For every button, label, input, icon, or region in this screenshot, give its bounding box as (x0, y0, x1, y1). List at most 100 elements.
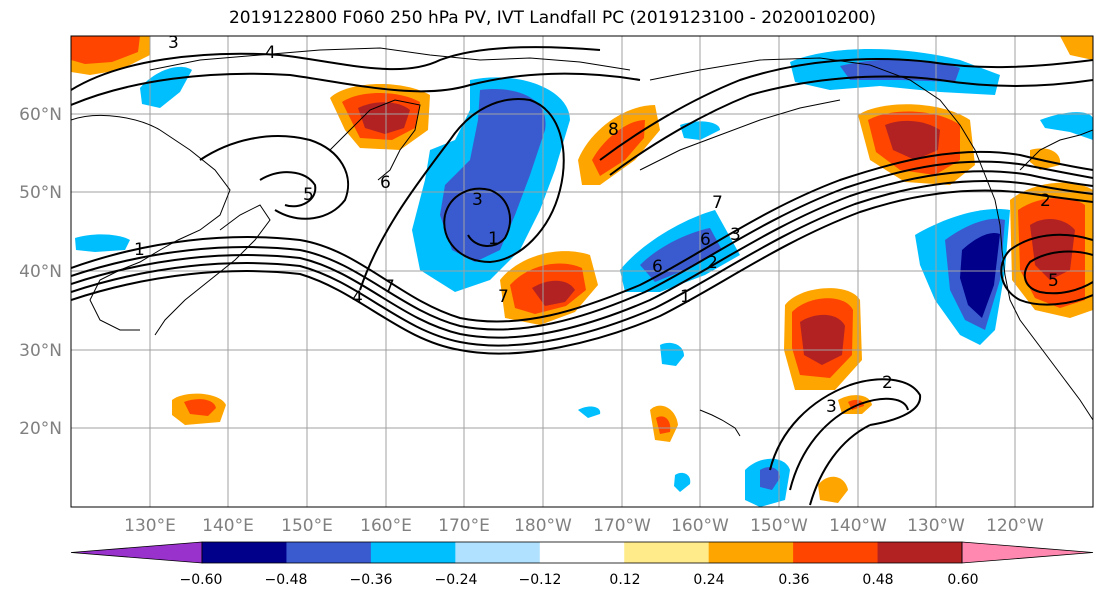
colorbar-tick-label: −0.48 (265, 572, 308, 588)
colorbar-bin (202, 542, 287, 563)
contour-labels: 3 4 6 5 1 7 4 3 1 6 7 8 7 6 2 3 1 2 3 5 … (134, 33, 1059, 417)
pv-contour-south-2 (789, 397, 909, 491)
colorbar-tick-label: 0.36 (778, 572, 809, 588)
pv-contour-south-3 (809, 424, 871, 506)
colorbar-bin (286, 542, 372, 563)
pv-contour-ridge-2 (259, 171, 317, 208)
contour-label: 6 (652, 257, 663, 277)
pv-contour-3 (71, 170, 1093, 339)
contour-label: 3 (472, 190, 483, 210)
neg-region-small-1 (674, 472, 691, 492)
colorbar-bin (708, 542, 794, 563)
latitude-labels: 60°N 50°N 40°N 30°N 20°N (19, 105, 62, 439)
coast-hawaii (699, 409, 741, 437)
neg-region-dateline-trough-core (440, 89, 546, 263)
pos-region-south-japan-core (184, 399, 216, 416)
figure-title: 2019122800 F060 250 hPa PV, IVT Landfall… (228, 8, 876, 28)
neg-region-small-2 (578, 406, 601, 418)
contour-label: 5 (1048, 271, 1059, 291)
colorbar-bin (370, 542, 456, 563)
neg-region-hawaii-west (660, 342, 684, 366)
lon-label: 140°E (202, 516, 254, 536)
contour-label: 3 (826, 397, 837, 417)
pos-region-gulf-alaska-core (885, 120, 940, 160)
pos-region-hawaii-core (656, 416, 671, 434)
contour-label: 7 (384, 277, 395, 297)
colorbar-tick-label: −0.60 (180, 572, 223, 588)
pos-region-ne-corner (1060, 36, 1093, 60)
coast-kamchatka (329, 99, 421, 181)
pos-region-subtropical-core (800, 314, 845, 365)
pv-contour-south-1 (769, 378, 922, 471)
contour-label: 1 (680, 287, 691, 307)
colorbar-bin (455, 542, 541, 563)
neg-region-small-3 (1040, 112, 1093, 140)
neg-region-pnw-coast-core (960, 232, 1000, 318)
contour-label: 8 (608, 120, 619, 140)
colorbar-bin (539, 542, 625, 563)
pv-contour-trough-2 (444, 187, 511, 247)
colorbar-bin-extend-low (70, 541, 203, 564)
pv-contours (71, 46, 1093, 506)
colorbar-bins (70, 541, 1094, 564)
contour-label: 6 (700, 230, 711, 250)
coast-siberia-north (149, 47, 631, 71)
contour-label: 3 (168, 33, 179, 53)
colorbar-tick-label: −0.36 (350, 572, 393, 588)
pv-contour-coast-low-2 (1023, 250, 1093, 295)
colorbar-bin (624, 542, 710, 563)
contour-label: 4 (265, 43, 276, 63)
contour-label: 2 (882, 373, 893, 393)
colorbar-tick-label: −0.24 (435, 572, 478, 588)
pos-region-nw-corner-core (71, 36, 140, 64)
pv-contour-2 (71, 160, 1093, 331)
lat-label-30n: 30°N (19, 341, 62, 361)
lon-label: 150°W (750, 516, 808, 536)
lon-label: 130°E (124, 516, 176, 536)
contour-label: 2 (707, 253, 718, 273)
neg-region-japan-coast (75, 234, 130, 252)
colorbar-bin (877, 542, 963, 563)
pv-contour-1 (71, 150, 1093, 323)
colorbar-tick-label: 0.24 (693, 572, 724, 588)
pv-contour-ridge-1 (199, 135, 350, 220)
pv-contour-trough-1 (359, 98, 565, 291)
contour-label: 5 (303, 185, 314, 205)
colorbar-frame (201, 541, 963, 564)
pv-contour-coast-low-1 (1000, 233, 1093, 306)
pv-contour-5 (71, 189, 1093, 355)
lon-label: 180°W (514, 516, 572, 536)
pv-contour-north-4 (609, 75, 1093, 176)
contour-label: 2 (1040, 191, 1051, 211)
neg-region-central-pacific-core (640, 228, 722, 282)
contour-label: 6 (380, 173, 391, 193)
longitude-labels: 130°E 140°E 150°E 160°E 170°E 180°W 170°… (124, 516, 1044, 536)
coast-east-asia (71, 114, 231, 331)
pv-contour-north-1 (71, 46, 601, 91)
coast-north-america-west (984, 174, 1093, 421)
pos-region-south-2 (818, 476, 848, 503)
lon-label: 160°E (360, 516, 412, 536)
contour-label: 1 (134, 240, 145, 260)
lon-label: 150°E (281, 516, 333, 536)
lon-label: 160°W (671, 516, 729, 536)
colorbar-bin (793, 542, 879, 563)
coastlines (71, 47, 1093, 437)
contour-label: 1 (488, 229, 499, 249)
colorbar-bin-extend-high (961, 541, 1094, 564)
pv-contour-4 (71, 179, 1093, 347)
colorbar-tick-label: 0.12 (609, 572, 640, 588)
colorbar-tick-label: −0.12 (519, 572, 562, 588)
pos-region-okhotsk-core (358, 102, 410, 134)
lon-label: 120°W (986, 516, 1044, 536)
map-frame (70, 35, 1094, 508)
contour-label: 7 (498, 287, 509, 307)
lon-label: 130°W (907, 516, 965, 536)
coast-alaska (649, 57, 986, 176)
lat-label-40n: 40°N (19, 262, 62, 282)
contour-label: 4 (352, 288, 363, 308)
lon-label: 170°E (438, 516, 490, 536)
colorbar-tick-label: 0.48 (862, 572, 893, 588)
colorbar: −0.60 −0.48 −0.36 −0.24 −0.12 0.12 0.24 … (70, 541, 1094, 588)
